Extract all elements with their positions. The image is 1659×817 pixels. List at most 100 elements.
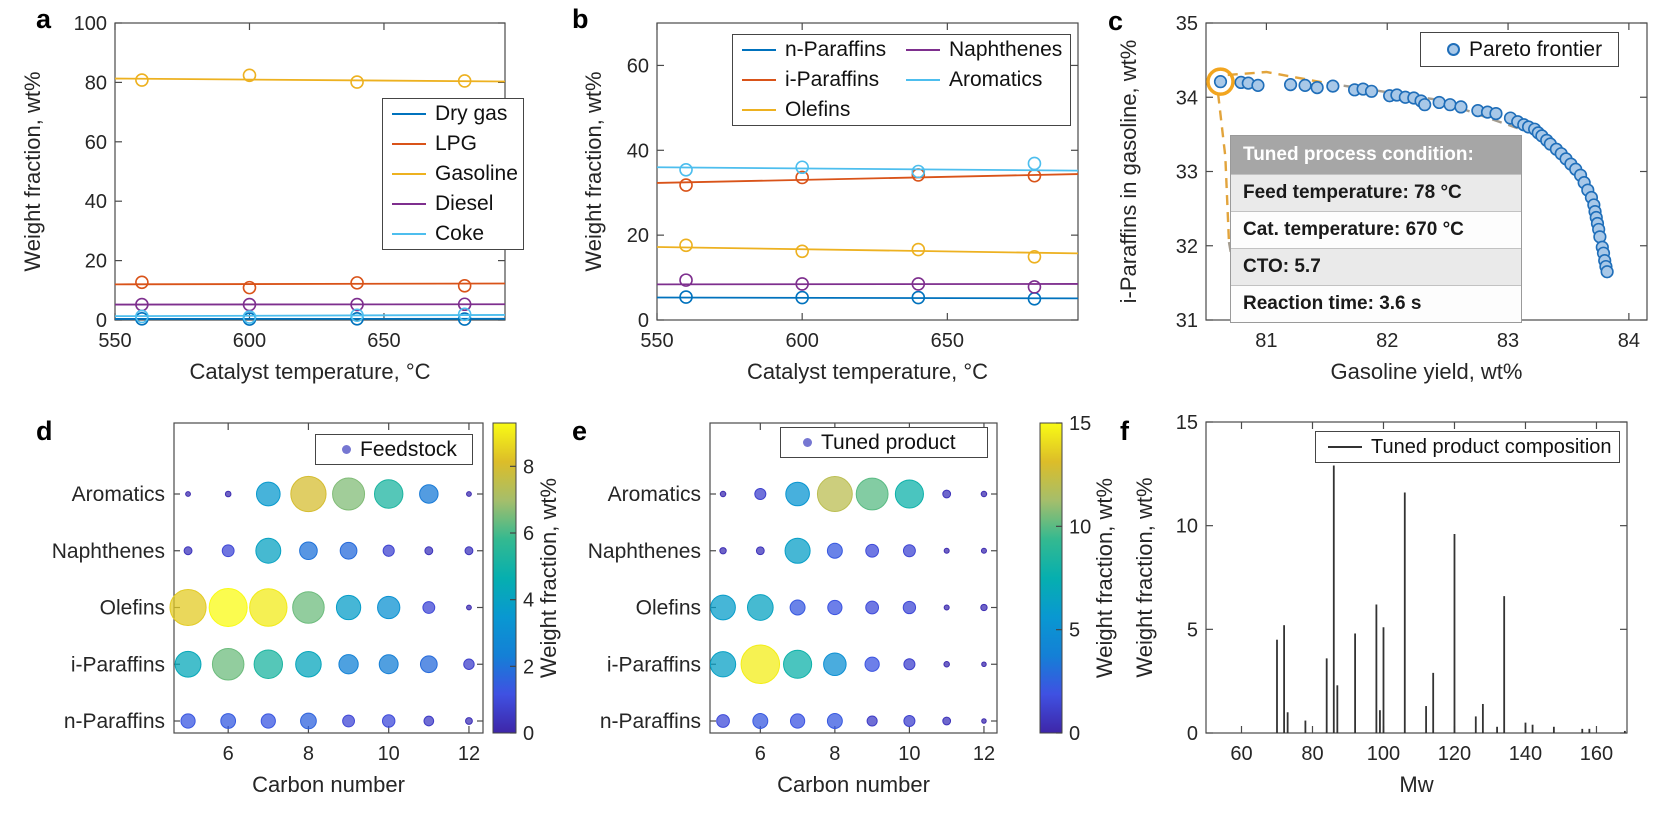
y-tick-label: 80	[85, 72, 107, 94]
y-tick-label: 35	[1176, 13, 1198, 35]
colorbar	[492, 422, 517, 734]
pareto-point	[1443, 98, 1457, 112]
bubble	[255, 537, 282, 564]
series-marker	[1027, 249, 1042, 264]
series-marker	[457, 297, 472, 312]
x-tick-label: 60	[1230, 743, 1252, 765]
bubble	[826, 713, 843, 729]
bubble	[789, 713, 806, 729]
x-axis-label: Catalyst temperature, °C	[189, 359, 430, 384]
bubble	[789, 599, 806, 616]
x-tick-label: 550	[640, 330, 673, 352]
series-marker	[679, 238, 693, 253]
y-tick-label: 31	[1176, 310, 1198, 332]
axes-box	[173, 422, 484, 734]
y-axis-label: Weight fraction, wt%	[581, 71, 606, 271]
condition-row-feed-temperature: Feed temperature: 78 °C	[1231, 174, 1521, 211]
series-marker	[457, 307, 472, 322]
bubble	[338, 654, 359, 675]
bubble	[382, 544, 395, 557]
x-tick-label: 160	[1580, 743, 1613, 765]
bubble	[903, 714, 916, 728]
axes-box	[114, 22, 506, 321]
bubble	[864, 656, 880, 672]
bubble	[221, 544, 235, 558]
y-tick-label: 40	[627, 140, 649, 162]
bubble	[224, 490, 232, 498]
bubble	[981, 661, 987, 668]
series-marker	[1027, 280, 1042, 294]
series-marker	[911, 242, 926, 257]
panel-c-plot: 81 82 83 84 31 32 33 34 35 Gasoline yield, wt% i-P…	[1116, 13, 1648, 384]
series-marker	[242, 280, 257, 295]
x-tick-label: 100	[1367, 743, 1400, 765]
bubble	[339, 541, 358, 560]
bubble	[422, 601, 436, 614]
series-line	[114, 314, 506, 318]
bubble	[710, 594, 736, 621]
bubble	[255, 481, 281, 507]
series-line	[114, 282, 506, 286]
bubble	[942, 716, 952, 726]
bubble	[381, 714, 396, 728]
bubble	[220, 713, 237, 729]
bubble	[865, 600, 880, 615]
bubble	[183, 546, 193, 556]
x-tick-label: 80	[1301, 743, 1323, 765]
category-label: Olefins	[100, 597, 165, 620]
bubble	[980, 547, 987, 554]
highlight-ring	[1206, 67, 1235, 96]
series-marker	[457, 312, 472, 326]
pareto-point	[1600, 265, 1614, 279]
y-tick-label: 0	[638, 310, 649, 332]
category-label: Aromatics	[608, 483, 701, 506]
y-tick-label: 15	[1176, 412, 1198, 434]
series-marker	[1027, 156, 1042, 171]
pareto-point	[1418, 98, 1432, 112]
bubble	[902, 600, 917, 615]
colorbar-tick-label: 8	[523, 456, 534, 478]
series-marker	[350, 276, 364, 290]
bubble	[980, 490, 988, 498]
x-tick-label: 120	[1438, 743, 1471, 765]
condition-row-reaction-time: Reaction time: 3.6 s	[1231, 285, 1521, 322]
pareto-point	[1283, 78, 1298, 92]
series-marker	[457, 74, 472, 88]
x-tick-label: 84	[1618, 330, 1640, 352]
bubble	[865, 543, 880, 558]
series-marker	[795, 277, 809, 291]
y-tick-label: 60	[85, 132, 107, 154]
bubble	[335, 594, 362, 621]
bubble	[419, 655, 438, 674]
bubble	[185, 491, 191, 497]
category-label: Aromatics	[72, 483, 165, 506]
series-marker	[679, 178, 693, 192]
category-label: n-Paraffins	[600, 710, 701, 733]
bubble	[754, 487, 767, 501]
bubble	[943, 660, 950, 668]
panel-label-d: d	[36, 416, 53, 446]
dashed-guide	[1216, 93, 1231, 243]
condition-row-cto: CTO: 5.7	[1231, 248, 1521, 285]
bubble	[465, 717, 473, 725]
y-tick-label: 33	[1176, 162, 1198, 184]
y-tick-label: 10	[1176, 516, 1198, 538]
bubble	[784, 537, 811, 564]
y-tick-label: 20	[85, 251, 107, 273]
bubble	[423, 715, 435, 727]
y-axis-label: Weight fraction, wt%	[1132, 477, 1157, 677]
bubble	[419, 484, 439, 504]
bubble	[752, 713, 769, 729]
bubble	[295, 650, 322, 678]
bubble	[755, 546, 765, 556]
bubble	[855, 477, 889, 511]
tuned-condition-table: Tuned process condition: Feed temperatur…	[1230, 135, 1522, 323]
bubble	[169, 588, 207, 627]
series-marker	[350, 297, 364, 312]
bubble	[981, 718, 987, 724]
panel-f-plot: 60 80 100 120 140 160 0 5 10 15 Mw Weight fraction,…	[1132, 412, 1628, 797]
bubble	[719, 490, 727, 498]
bubble	[943, 604, 950, 611]
